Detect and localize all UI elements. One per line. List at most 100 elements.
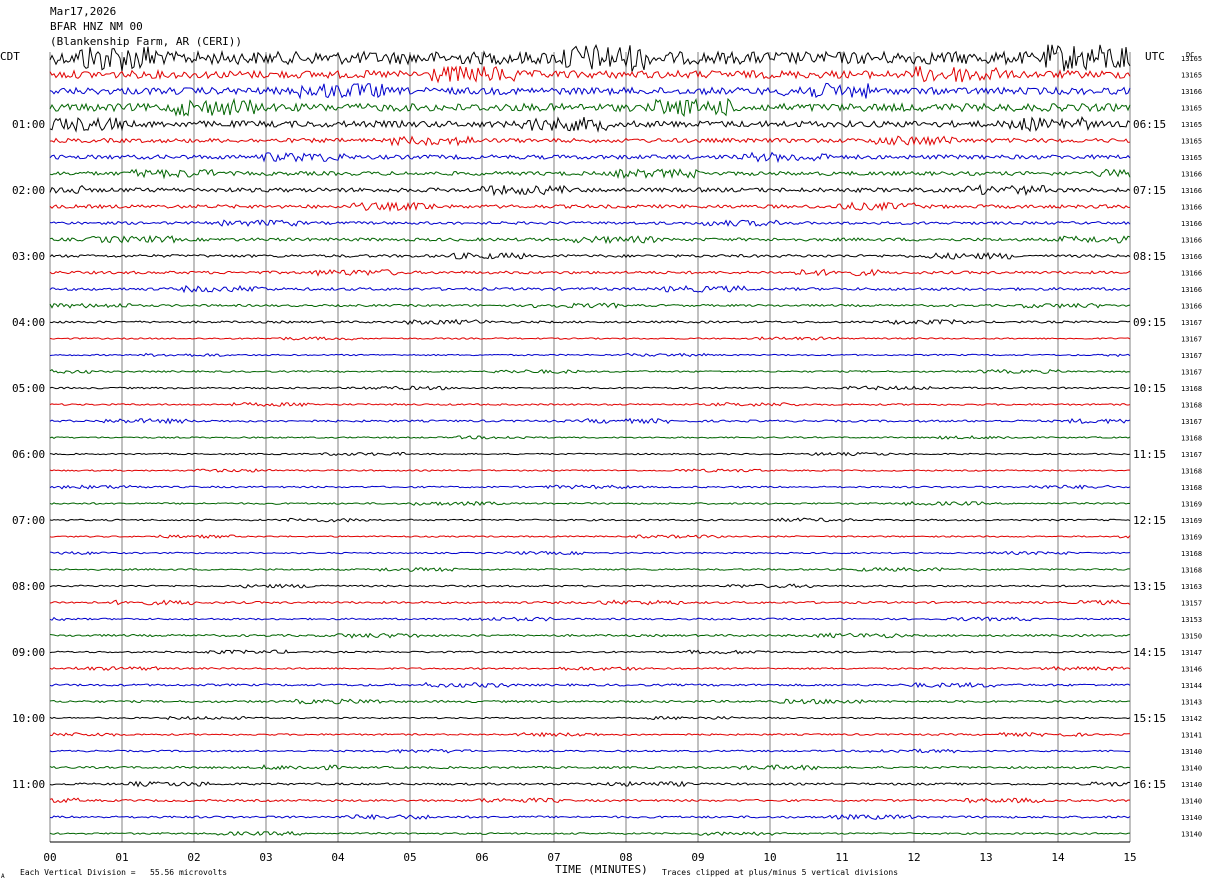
- dc-offset-labels: 13165 13165 13166 13165 13165 13165 13165 13166…: [1181, 55, 1202, 839]
- corner-mark: A: [1, 873, 5, 880]
- trace-3: [49, 97, 1131, 117]
- dc-offset-label: 13166: [1181, 171, 1202, 179]
- utc-hour-label: 13:15: [1133, 580, 1166, 593]
- dc-offset-label: 13166: [1181, 88, 1202, 96]
- trace-46: [49, 813, 1131, 821]
- x-tick-label: 10: [763, 851, 776, 864]
- utc-hour-label: 14:15: [1133, 646, 1166, 659]
- trace-2: [49, 82, 1131, 100]
- local-hour-label: 08:00: [12, 580, 45, 593]
- trace-33: [49, 599, 1131, 606]
- dc-offset-label: 13166: [1181, 204, 1202, 212]
- trace-15: [49, 302, 1131, 309]
- dc-offset-label: 13144: [1181, 682, 1202, 690]
- trace-5: [49, 135, 1131, 147]
- utc-hour-label: 12:15: [1133, 514, 1166, 527]
- dc-offset-label: 13167: [1181, 369, 1202, 377]
- local-hour-label: 05:00: [12, 382, 45, 395]
- trace-41: [49, 731, 1131, 738]
- trace-30: [49, 550, 1131, 556]
- trace-17: [49, 336, 1131, 341]
- x-tick-label: 05: [403, 851, 416, 864]
- header-station: BFAR HNZ NM 00: [50, 20, 143, 33]
- trace-6: [49, 151, 1131, 164]
- local-hour-label: 11:00: [12, 778, 45, 791]
- x-tick-label: 09: [691, 851, 704, 864]
- local-hour-label: 03:00: [12, 250, 45, 263]
- dc-offset-label: 13140: [1181, 831, 1202, 839]
- utc-hour-label: 11:15: [1133, 448, 1166, 461]
- dc-offset-label: 13140: [1181, 814, 1202, 822]
- trace-7: [49, 168, 1131, 180]
- time-grid: [49, 52, 1131, 843]
- local-hour-label: 01:00: [12, 118, 45, 131]
- utc-hour-label: 08:15: [1133, 250, 1166, 263]
- dc-offset-label: 13150: [1181, 633, 1202, 641]
- dc-offset-label: 13165: [1181, 154, 1202, 162]
- trace-35: [49, 632, 1131, 639]
- utc-hour-label: 09:15: [1133, 316, 1166, 329]
- dc-offset-label: 13168: [1181, 402, 1202, 410]
- x-tick-label: 11: [835, 851, 848, 864]
- dc-offset-label: 13168: [1181, 385, 1202, 393]
- dc-offset-label: 13167: [1181, 451, 1202, 459]
- trace-11: [49, 234, 1131, 245]
- trace-24: [49, 451, 1131, 457]
- dc-offset-label: 13168: [1181, 468, 1202, 476]
- x-tick-label: 01: [115, 851, 128, 864]
- dc-offset-label: 13142: [1181, 715, 1202, 723]
- trace-28: [49, 517, 1131, 523]
- trace-4: [49, 116, 1131, 133]
- dc-offset-label: 13168: [1181, 567, 1202, 575]
- utc-hour-label: 10:15: [1133, 382, 1166, 395]
- dc-offset-label: 13140: [1181, 798, 1202, 806]
- trace-23: [49, 435, 1131, 440]
- local-hour-label: 04:00: [12, 316, 45, 329]
- trace-32: [49, 583, 1131, 589]
- x-tick-label: 03: [259, 851, 272, 864]
- x-tick-label: 07: [547, 851, 560, 864]
- trace-37: [49, 665, 1131, 672]
- right-timezone-label: UTC: [1145, 50, 1165, 63]
- utc-time-labels: 06:15 07:15 08:15 09:15 10:15 11:15 12:15 13:15…: [1133, 118, 1166, 791]
- trace-38: [49, 681, 1131, 689]
- trace-47: [49, 830, 1131, 837]
- dc-offset-label: 13168: [1181, 435, 1202, 443]
- x-tick-label: 12: [907, 851, 920, 864]
- local-hour-label: 02:00: [12, 184, 45, 197]
- utc-hour-label: 16:15: [1133, 778, 1166, 791]
- trace-19: [49, 368, 1131, 375]
- dc-offset-label: 13143: [1181, 699, 1202, 707]
- scale-note: Each Vertical Division = 55.56 microvolt…: [20, 868, 227, 877]
- trace-34: [49, 616, 1131, 622]
- x-tick-label: 04: [331, 851, 345, 864]
- header-location: (Blankenship Farm, AR (CERI)): [50, 35, 242, 48]
- dc-offset-label: 13140: [1181, 781, 1202, 789]
- x-tick-label: 00: [43, 851, 56, 864]
- dc-offset-label: 13167: [1181, 319, 1202, 327]
- dc-offset-label: 13141: [1181, 732, 1202, 740]
- trace-10: [49, 219, 1131, 227]
- trace-8: [49, 183, 1131, 197]
- dc-offset-label: 13168: [1181, 484, 1202, 492]
- dc-offset-label: 13147: [1181, 649, 1202, 657]
- dc-offset-label: 13169: [1181, 517, 1202, 525]
- clip-note: Traces clipped at plus/minus 5 vertical …: [662, 868, 898, 877]
- header-date: Mar17,2026: [50, 5, 116, 18]
- trace-1: [49, 65, 1131, 84]
- trace-29: [49, 534, 1131, 539]
- x-tick-label: 13: [979, 851, 992, 864]
- trace-18: [49, 352, 1131, 358]
- x-tick-label: 14: [1051, 851, 1065, 864]
- x-tick-label: 08: [619, 851, 632, 864]
- dc-offset-label: 13165: [1181, 72, 1202, 80]
- left-timezone-label: CDT: [0, 50, 20, 63]
- dc-offset-label: 13166: [1181, 237, 1202, 245]
- trace-27: [49, 500, 1131, 507]
- trace-21: [49, 401, 1131, 408]
- local-time-labels: 01:00 02:00 03:00 04:00 05:00 06:00 07:00 08:00…: [12, 118, 45, 791]
- trace-14: [49, 284, 1131, 294]
- dc-offset-label: 13169: [1181, 534, 1202, 542]
- trace-12: [49, 251, 1131, 260]
- dc-offset-label: 13157: [1181, 600, 1202, 608]
